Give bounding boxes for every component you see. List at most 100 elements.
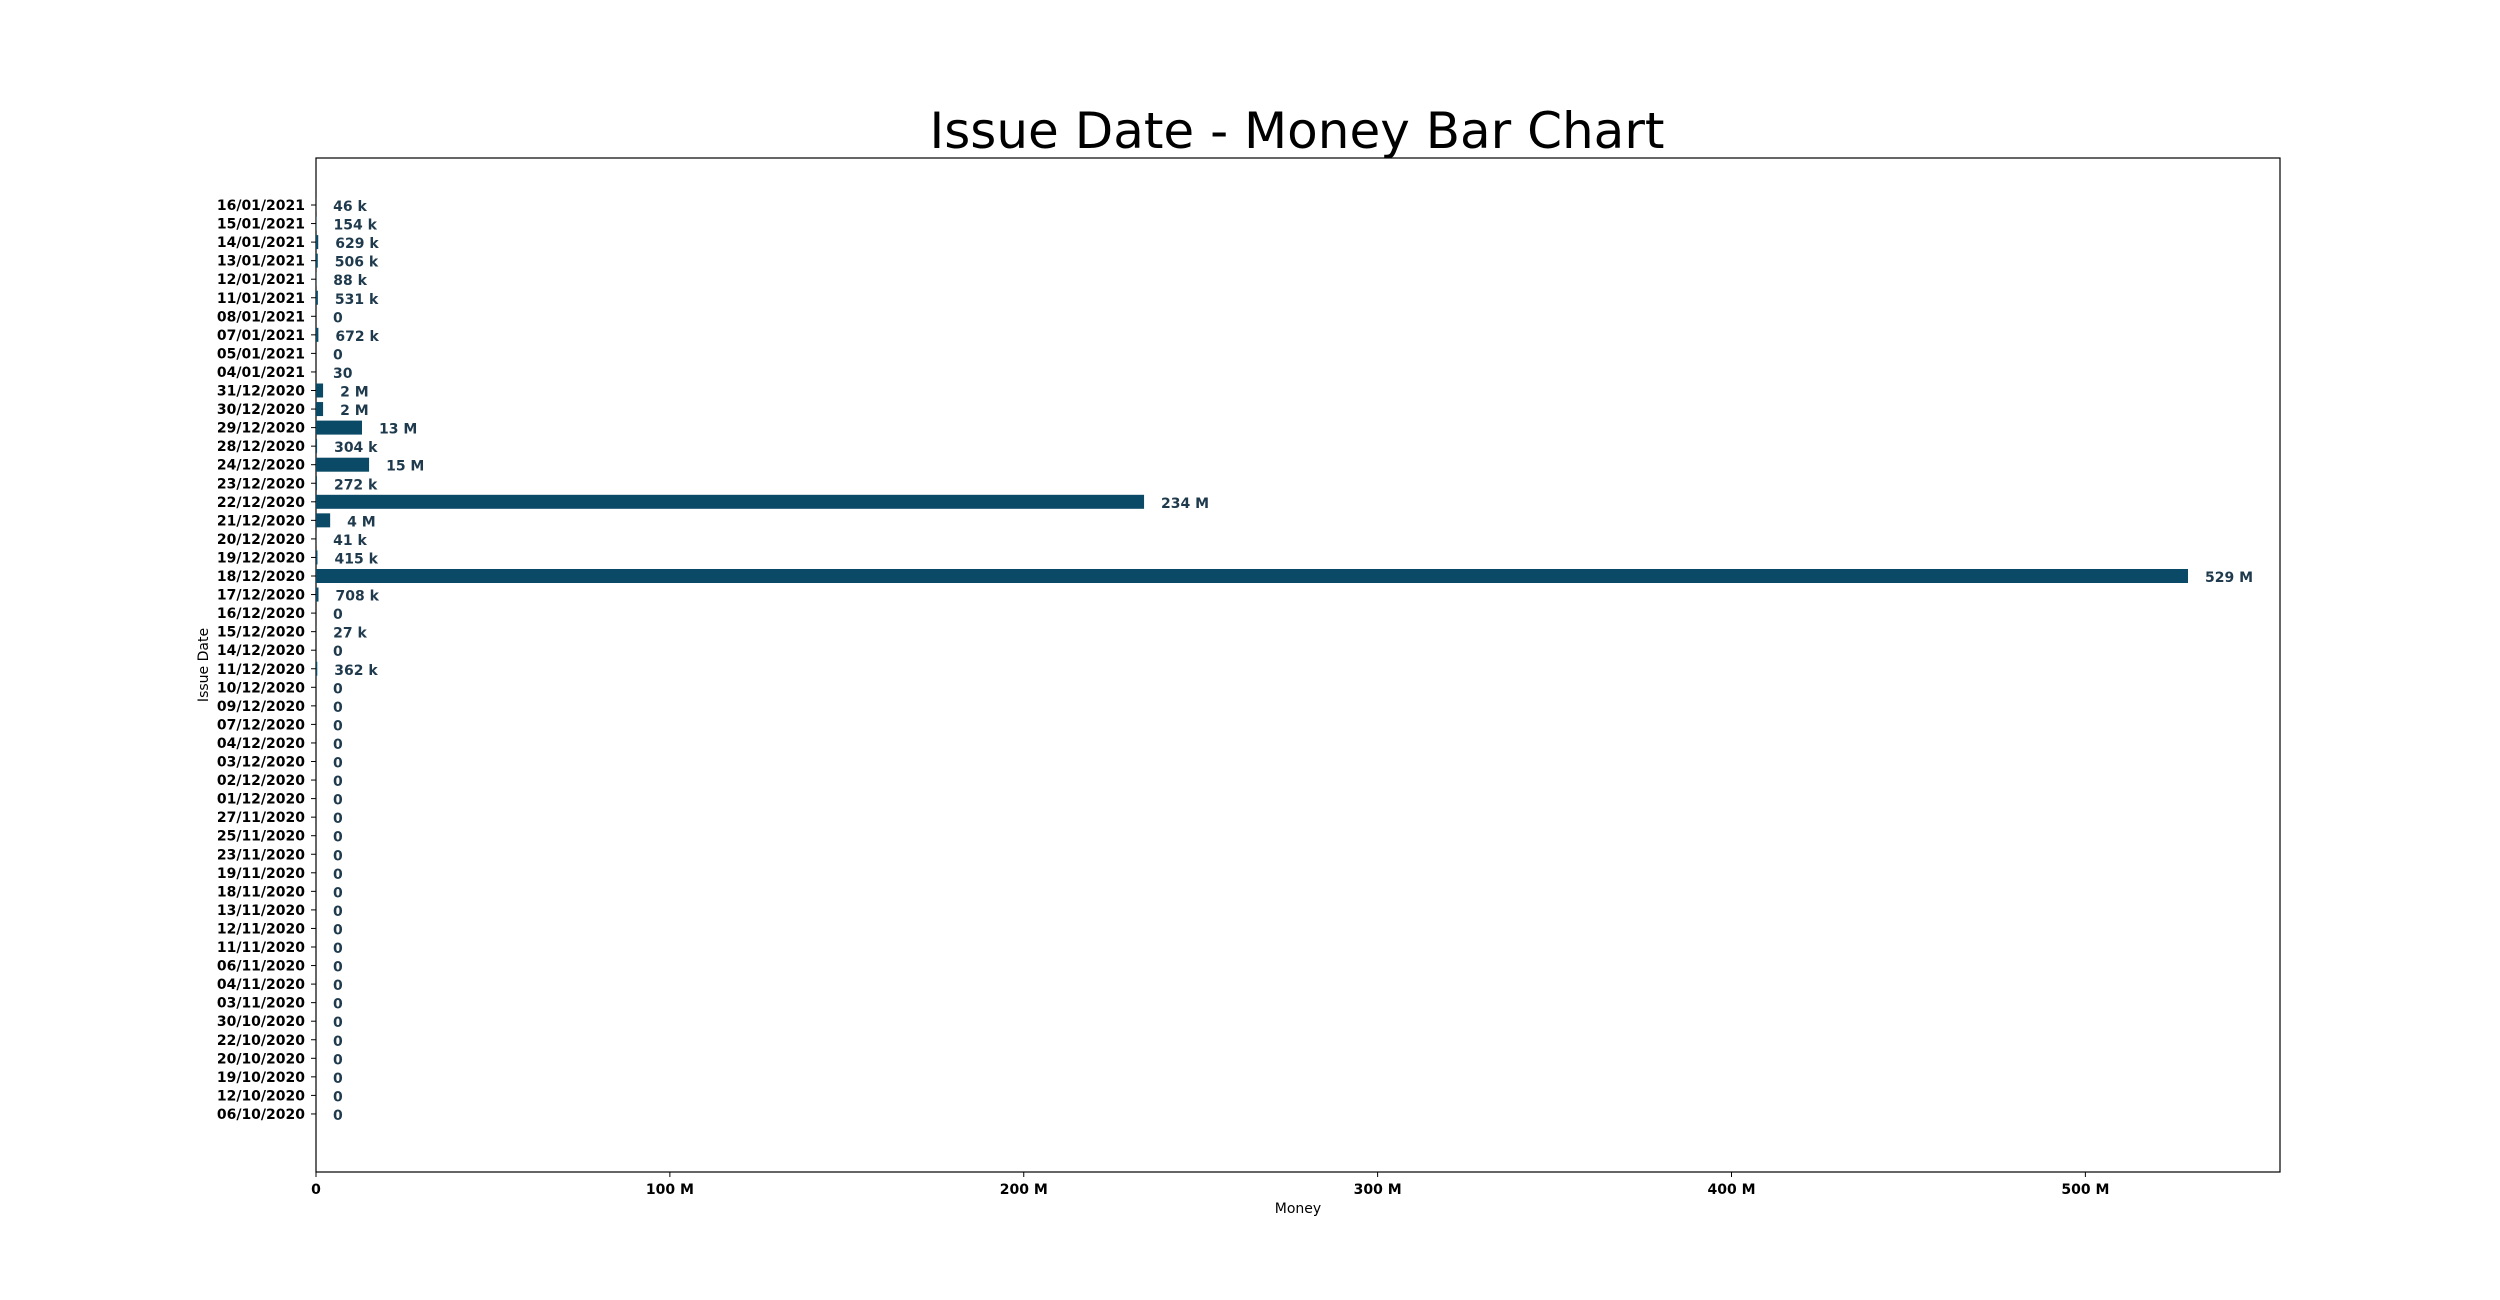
y-tick-label: 14/01/2021 — [217, 235, 305, 251]
y-tick-label: 02/12/2020 — [217, 773, 305, 789]
y-tick-label: 18/11/2020 — [217, 884, 305, 900]
y-tick-label: 12/01/2021 — [217, 272, 305, 288]
y-tick-label: 11/01/2021 — [217, 291, 305, 307]
y-axis-label: Issue Date — [196, 628, 212, 702]
y-tick-label: 13/01/2021 — [217, 254, 305, 270]
value-label: 4 M — [347, 514, 376, 530]
y-tick-label: 03/12/2020 — [217, 755, 305, 771]
y-tick-label: 11/12/2020 — [217, 662, 305, 678]
plot-frame — [315, 157, 2281, 1173]
bar — [316, 513, 331, 528]
y-tick-label: 15/01/2021 — [217, 217, 305, 233]
y-tick-label: 22/12/2020 — [217, 495, 305, 511]
value-label: 13 M — [379, 422, 417, 438]
y-tick-label: 06/10/2020 — [217, 1107, 305, 1123]
value-label: 0 — [333, 811, 343, 827]
y-tick-label: 27/11/2020 — [217, 810, 305, 826]
value-label: 304 k — [334, 440, 378, 456]
y-tick-label: 10/12/2020 — [217, 680, 305, 696]
value-label: 0 — [333, 1052, 343, 1068]
value-label: 0 — [333, 793, 343, 809]
value-label: 0 — [333, 848, 343, 864]
value-label: 0 — [333, 904, 343, 920]
y-tick-label: 24/12/2020 — [217, 458, 305, 474]
y-tick-label: 20/10/2020 — [217, 1051, 305, 1067]
bar — [316, 383, 324, 398]
bar — [316, 290, 318, 305]
value-label: 0 — [333, 737, 343, 753]
y-tick-label: 30/12/2020 — [217, 402, 305, 418]
y-tick-label: 31/12/2020 — [217, 384, 305, 400]
x-tick-label: 0 — [311, 1182, 321, 1198]
y-tick-label: 06/11/2020 — [217, 959, 305, 975]
y-tick-label: 16/12/2020 — [217, 606, 305, 622]
y-tick-label: 04/11/2020 — [217, 977, 305, 993]
bar — [316, 550, 318, 565]
y-tick-label: 12/10/2020 — [217, 1088, 305, 1104]
value-label: 0 — [333, 922, 343, 938]
bar — [316, 327, 319, 342]
value-label: 415 k — [334, 551, 378, 567]
bar — [316, 402, 324, 417]
value-label: 0 — [333, 960, 343, 976]
bar — [316, 661, 318, 676]
value-label: 0 — [333, 347, 343, 363]
bar — [316, 457, 370, 472]
value-label: 272 k — [334, 477, 378, 493]
x-tick-label: 200 M — [1000, 1182, 1048, 1198]
value-label: 27 k — [333, 626, 367, 642]
value-label: 2 M — [340, 403, 369, 419]
bar — [316, 569, 2188, 583]
bar — [316, 476, 317, 491]
y-tick-label: 16/01/2021 — [217, 198, 305, 214]
y-tick-label: 04/12/2020 — [217, 736, 305, 752]
x-tick-label: 300 M — [1354, 1182, 1402, 1198]
bar — [316, 253, 318, 268]
y-tick-label: 01/12/2020 — [217, 792, 305, 808]
y-tick-label: 03/11/2020 — [217, 996, 305, 1012]
value-labels: 46 k 154 k 629 k 506 k 88 k 531 k 0 672 k 0 30 2 M… — [333, 199, 2253, 1124]
chart-title: Issue Date - Money Bar Chart — [930, 102, 1665, 160]
y-tick-label: 13/11/2020 — [217, 903, 305, 919]
value-label: 0 — [333, 978, 343, 994]
bar — [316, 420, 362, 435]
value-label: 0 — [333, 1108, 343, 1124]
value-label: 672 k — [335, 329, 379, 345]
y-tick-label: 30/10/2020 — [217, 1014, 305, 1030]
y-tick-label: 17/12/2020 — [217, 588, 305, 604]
value-label: 15 M — [386, 459, 424, 475]
value-label: 154 k — [334, 218, 378, 234]
y-tick-label: 21/12/2020 — [217, 513, 305, 529]
value-label: 0 — [333, 700, 343, 716]
bar — [316, 494, 1145, 509]
value-label: 234 M — [1161, 496, 1209, 512]
value-label: 0 — [333, 607, 343, 623]
y-tick-label: 29/12/2020 — [217, 421, 305, 437]
y-tick-label: 07/12/2020 — [217, 717, 305, 733]
y-axis-tick-labels: 16/01/2021 15/01/2021 14/01/2021 13/01/2021… — [217, 198, 316, 1123]
y-tick-label: 07/01/2021 — [217, 328, 305, 344]
y-tick-label: 23/12/2020 — [217, 476, 305, 492]
value-label: 506 k — [335, 255, 379, 271]
y-tick-label: 28/12/2020 — [217, 439, 305, 455]
value-label: 0 — [333, 1071, 343, 1087]
y-tick-label: 20/12/2020 — [217, 532, 305, 548]
value-label: 0 — [333, 885, 343, 901]
y-tick-label: 19/12/2020 — [217, 550, 305, 566]
y-tick-label: 09/12/2020 — [217, 699, 305, 715]
y-tick-label: 12/11/2020 — [217, 921, 305, 937]
value-label: 0 — [333, 1015, 343, 1031]
value-label: 708 k — [336, 589, 380, 605]
value-label: 0 — [333, 681, 343, 697]
y-tick-label: 18/12/2020 — [217, 569, 305, 585]
y-tick-label: 11/11/2020 — [217, 940, 305, 956]
y-tick-label: 19/11/2020 — [217, 866, 305, 882]
value-label: 0 — [333, 718, 343, 734]
x-axis-label: Money — [1275, 1201, 1321, 1217]
x-tick-label: 500 M — [2061, 1182, 2109, 1198]
value-label: 0 — [333, 774, 343, 790]
y-tick-label: 25/11/2020 — [217, 829, 305, 845]
bar — [316, 235, 319, 250]
value-label: 0 — [333, 830, 343, 846]
